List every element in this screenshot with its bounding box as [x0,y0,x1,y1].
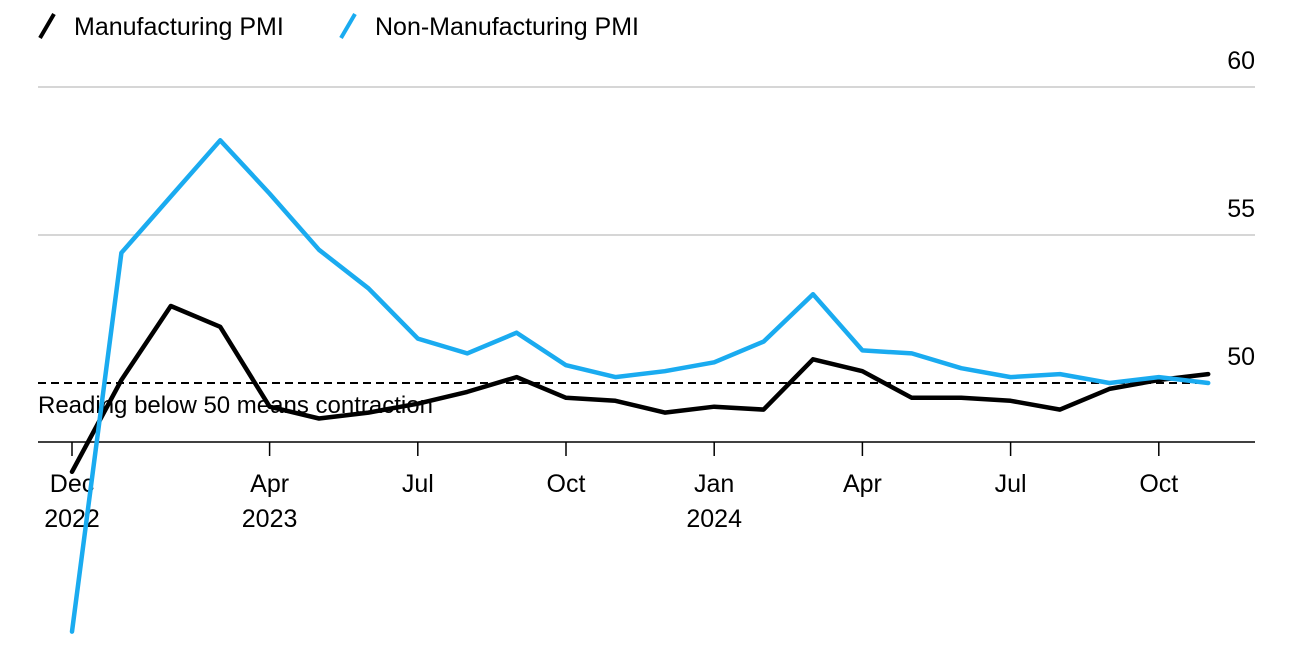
x-tick-label-3: Oct [547,470,586,498]
x-tick-label-6: Jul [995,470,1027,498]
x-tick-year-0: 2022 [44,505,100,533]
gridlines [38,86,1255,236]
series-line-manufacturing [69,303,1211,475]
x-axis [38,441,1255,456]
x-tick-label-2: Jul [402,470,434,498]
legend-label-non-manufacturing: Non-Manufacturing PMI [375,13,639,41]
x-tick-label-7: Oct [1139,470,1178,498]
x-tick-label-4: Jan [694,470,734,498]
x-tick-year-4: 2024 [686,505,742,533]
legend-swatch-manufacturing [38,12,56,40]
series-line-non-manufacturing [69,138,1211,634]
x-tick-label-1: Apr [250,470,289,498]
legend-swatch-non-manufacturing [339,12,357,40]
x-tick-label-0: Dec [50,470,94,498]
y-tick-label-55: 55 [1227,195,1255,223]
y-tick-label-50: 50 [1227,343,1255,371]
x-tick-year-1: 2023 [242,505,298,533]
y-tick-label-60: 60 [1227,47,1255,75]
tick-labels: 60 55 50 Dec 2022 Apr 2023 Jul Oct Jan 2024 Apr Jul O… [44,47,1255,533]
chart-legend: Manufacturing PMI Non-Manufacturing PMI [38,12,639,41]
reference-line-label: Reading below 50 means contraction [38,392,433,419]
x-tick-label-5: Apr [843,470,882,498]
legend-label-manufacturing: Manufacturing PMI [74,13,284,41]
series-lines [69,138,1211,634]
